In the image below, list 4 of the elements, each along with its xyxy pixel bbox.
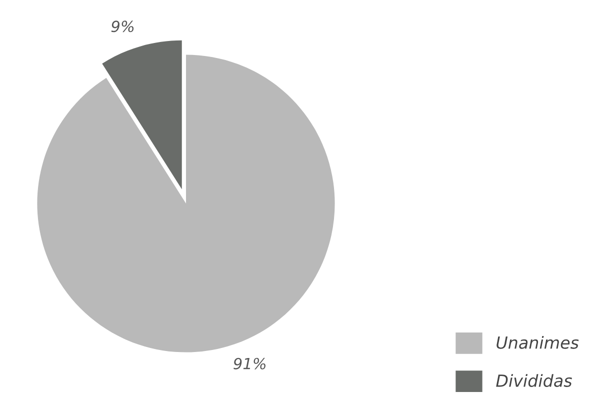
data-label: 9%	[111, 20, 134, 32]
legend-label: Unanimes	[496, 336, 579, 349]
data-label: 91%	[234, 358, 266, 370]
legend-label: Divididas	[496, 374, 572, 387]
